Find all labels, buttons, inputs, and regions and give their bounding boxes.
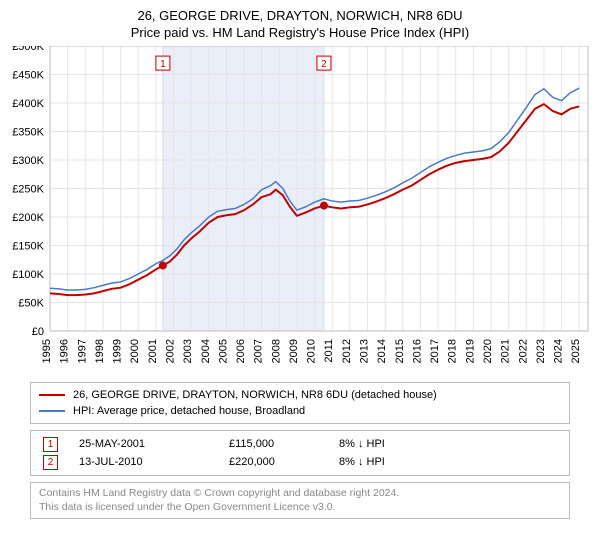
svg-text:2009: 2009 bbox=[288, 339, 300, 363]
sale-date: 25-MAY-2001 bbox=[79, 438, 229, 450]
svg-text:£100K: £100K bbox=[12, 269, 44, 281]
legend-label: 26, GEORGE DRIVE, DRAYTON, NORWICH, NR8 … bbox=[73, 389, 437, 401]
legend-swatch bbox=[39, 394, 65, 396]
sale-note: 8% ↓ HPI bbox=[339, 438, 561, 450]
chart-title-block: 26, GEORGE DRIVE, DRAYTON, NORWICH, NR8 … bbox=[0, 0, 600, 40]
svg-text:2001: 2001 bbox=[147, 339, 159, 363]
svg-text:2004: 2004 bbox=[200, 339, 212, 363]
svg-text:£450K: £450K bbox=[12, 70, 44, 82]
svg-text:£300K: £300K bbox=[12, 155, 44, 167]
svg-text:2007: 2007 bbox=[253, 339, 265, 363]
svg-text:2017: 2017 bbox=[429, 339, 441, 363]
chart-subtitle: Price paid vs. HM Land Registry's House … bbox=[0, 25, 600, 40]
svg-text:2013: 2013 bbox=[359, 339, 371, 363]
line-chart: £0 £50K £100K £150K £200K £250K £300K £350K £400… bbox=[0, 46, 600, 376]
sale-marker-icon: 2 bbox=[43, 455, 58, 470]
svg-text:2016: 2016 bbox=[411, 339, 423, 363]
svg-text:£50K: £50K bbox=[18, 298, 44, 310]
svg-text:2010: 2010 bbox=[306, 339, 318, 363]
svg-text:£350K: £350K bbox=[12, 127, 44, 139]
svg-text:2022: 2022 bbox=[517, 339, 529, 363]
table-row: 2 13-JUL-2010 £220,000 8% ↓ HPI bbox=[39, 453, 561, 471]
legend-item: 26, GEORGE DRIVE, DRAYTON, NORWICH, NR8 … bbox=[39, 387, 561, 403]
svg-text:2019: 2019 bbox=[464, 339, 476, 363]
chart-title: 26, GEORGE DRIVE, DRAYTON, NORWICH, NR8 … bbox=[0, 8, 600, 23]
chart-area: £0 £50K £100K £150K £200K £250K £300K £350K £400… bbox=[0, 46, 600, 376]
legend-swatch bbox=[39, 410, 65, 412]
legend-item: HPI: Average price, detached house, Broa… bbox=[39, 403, 561, 419]
footer-line: This data is licensed under the Open Gov… bbox=[39, 501, 561, 515]
sale-price: £115,000 bbox=[229, 438, 339, 450]
svg-text:1997: 1997 bbox=[76, 339, 88, 363]
svg-text:1: 1 bbox=[160, 59, 166, 70]
svg-text:1998: 1998 bbox=[94, 339, 106, 363]
svg-text:2020: 2020 bbox=[482, 339, 494, 363]
sales-table: 1 25-MAY-2001 £115,000 8% ↓ HPI 2 13-JUL… bbox=[30, 430, 570, 476]
legend: 26, GEORGE DRIVE, DRAYTON, NORWICH, NR8 … bbox=[30, 382, 570, 424]
svg-text:2: 2 bbox=[321, 59, 327, 70]
sale-marker-icon: 1 bbox=[43, 437, 58, 452]
svg-text:2014: 2014 bbox=[376, 339, 388, 363]
table-row: 1 25-MAY-2001 £115,000 8% ↓ HPI bbox=[39, 435, 561, 453]
svg-text:£250K: £250K bbox=[12, 184, 44, 196]
svg-text:2023: 2023 bbox=[535, 339, 547, 363]
svg-text:2025: 2025 bbox=[570, 339, 582, 363]
svg-text:£0: £0 bbox=[32, 326, 44, 338]
svg-text:£400K: £400K bbox=[12, 98, 44, 110]
svg-text:2003: 2003 bbox=[182, 339, 194, 363]
sale-date: 13-JUL-2010 bbox=[79, 456, 229, 468]
svg-text:2011: 2011 bbox=[323, 339, 335, 363]
svg-text:2000: 2000 bbox=[129, 339, 141, 363]
svg-text:£150K: £150K bbox=[12, 241, 44, 253]
svg-text:£200K: £200K bbox=[12, 212, 44, 224]
svg-text:2008: 2008 bbox=[270, 339, 282, 363]
svg-text:2002: 2002 bbox=[164, 339, 176, 363]
svg-text:2021: 2021 bbox=[500, 339, 512, 363]
sale-price: £220,000 bbox=[229, 456, 339, 468]
footer: Contains HM Land Registry data © Crown c… bbox=[30, 482, 570, 519]
svg-text:£500K: £500K bbox=[12, 46, 44, 53]
svg-text:2018: 2018 bbox=[447, 339, 459, 363]
svg-text:1999: 1999 bbox=[112, 339, 124, 363]
svg-text:1995: 1995 bbox=[41, 339, 53, 363]
svg-text:2024: 2024 bbox=[553, 339, 565, 363]
svg-text:2006: 2006 bbox=[235, 339, 247, 363]
svg-text:2015: 2015 bbox=[394, 339, 406, 363]
legend-label: HPI: Average price, detached house, Broa… bbox=[73, 405, 305, 417]
svg-text:2005: 2005 bbox=[217, 339, 229, 363]
svg-text:2012: 2012 bbox=[341, 339, 353, 363]
sale-note: 8% ↓ HPI bbox=[339, 456, 561, 468]
svg-text:1996: 1996 bbox=[59, 339, 71, 363]
footer-line: Contains HM Land Registry data © Crown c… bbox=[39, 487, 561, 501]
